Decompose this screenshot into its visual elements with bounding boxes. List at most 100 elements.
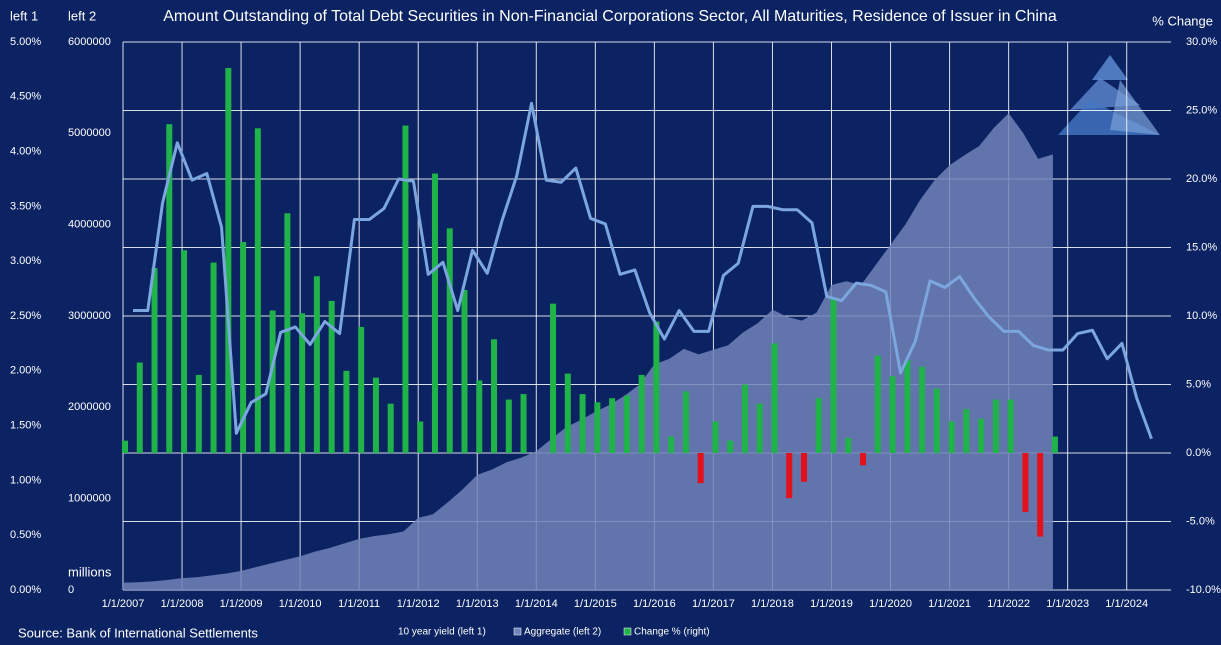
x-tick-label: 1/1/2023 — [1046, 598, 1089, 610]
bar — [446, 228, 453, 453]
y3-tick-label: 30.0% — [1186, 36, 1217, 48]
bar — [668, 436, 675, 453]
bar — [225, 68, 232, 453]
bar — [402, 125, 409, 453]
y2-tick-label: 0 — [68, 584, 74, 596]
bar — [978, 418, 985, 453]
bar — [210, 262, 217, 453]
bar — [638, 374, 645, 453]
bar — [564, 373, 571, 453]
bar — [830, 298, 837, 453]
bar — [151, 268, 158, 453]
x-tick-label: 1/1/2010 — [279, 598, 322, 610]
y3-tick-label: 10.0% — [1186, 310, 1217, 322]
x-tick-label: 1/1/2024 — [1105, 598, 1148, 610]
legend-swatch — [513, 627, 522, 636]
bar — [712, 421, 719, 453]
y-tick-label: 2.00% — [10, 365, 41, 377]
bar — [741, 384, 748, 453]
bar — [491, 339, 498, 453]
y-tick-label: 0.50% — [10, 529, 41, 541]
bar — [948, 421, 955, 453]
bar — [904, 359, 911, 453]
bar — [845, 437, 852, 453]
bar — [963, 409, 970, 453]
bar — [682, 391, 689, 453]
bar — [594, 402, 601, 453]
bar — [786, 453, 793, 499]
x-tick-label: 1/1/2016 — [633, 598, 676, 610]
y-tick-label: 1.00% — [10, 474, 41, 486]
y-tick-label: 4.50% — [10, 91, 41, 103]
y3-tick-label: 0.0% — [1186, 447, 1211, 459]
x-tick-label: 1/1/2015 — [574, 598, 617, 610]
y-tick-label: 2.50% — [10, 310, 41, 322]
bar — [269, 310, 276, 453]
y-tick-label: 0.00% — [10, 584, 41, 596]
y-tick-label: 3.50% — [10, 200, 41, 212]
y3-tick-label: 20.0% — [1186, 173, 1217, 185]
bar — [313, 276, 320, 453]
x-tick-label: 1/1/2008 — [161, 598, 204, 610]
bar — [122, 440, 128, 453]
y3-tick-label: -5.0% — [1186, 515, 1215, 527]
bar — [195, 374, 202, 453]
y-tick-label: 1.50% — [10, 420, 41, 432]
bar — [284, 213, 291, 453]
bar — [1022, 453, 1029, 512]
x-tick-label: 1/1/2014 — [515, 598, 558, 610]
y2-tick-label: 3000000 — [68, 310, 111, 322]
legend-swatch — [623, 627, 632, 636]
bar — [623, 395, 630, 453]
x-tick-label: 1/1/2017 — [692, 598, 735, 610]
bar — [609, 398, 616, 453]
x-tick-label: 1/1/2021 — [928, 598, 971, 610]
line — [133, 101, 1153, 440]
bar — [889, 376, 896, 453]
bar — [579, 394, 586, 453]
x-tick-label: 1/1/2013 — [456, 598, 499, 610]
y2-tick-label: 2000000 — [68, 401, 111, 413]
bar — [860, 453, 867, 466]
x-tick-label: 1/1/2011 — [338, 598, 380, 610]
legend-label: Change % (right) — [634, 627, 710, 638]
bar — [358, 326, 365, 453]
bar — [727, 440, 734, 453]
legend-label: Aggregate (left 2) — [524, 627, 601, 638]
bar — [343, 370, 350, 453]
x-tick-label: 1/1/2022 — [987, 598, 1030, 610]
bar — [476, 380, 483, 453]
bar — [874, 355, 881, 453]
chart-title: Amount Outstanding of Total Debt Securit… — [163, 8, 1057, 25]
y3-tick-label: -10.0% — [1186, 584, 1221, 596]
bar — [136, 362, 143, 453]
y2-tick-label: 4000000 — [68, 219, 111, 231]
y-tick-label: 5.00% — [10, 36, 41, 48]
bar — [254, 128, 261, 453]
bar — [387, 403, 394, 453]
bar — [1007, 399, 1014, 453]
y2-unit: millions — [68, 564, 112, 579]
bar — [417, 421, 424, 453]
bar — [771, 343, 778, 453]
bar — [1037, 453, 1044, 537]
logo — [1058, 55, 1160, 135]
bar — [299, 313, 306, 453]
x-tick-label: 1/1/2007 — [102, 598, 145, 610]
y3-axis-title: % Change — [1152, 13, 1213, 28]
source: Source: Bank of International Settlement… — [18, 625, 258, 640]
bar — [328, 300, 335, 453]
bar — [461, 289, 468, 453]
y3-tick-label: 15.0% — [1186, 241, 1217, 253]
bar — [653, 321, 660, 453]
bar — [431, 173, 438, 453]
y-axis-title: left 1 — [10, 8, 38, 23]
x-tick-label: 1/1/2018 — [751, 598, 794, 610]
bar — [550, 303, 557, 453]
bar — [697, 453, 704, 484]
y3-tick-label: 5.0% — [1186, 378, 1211, 390]
bar — [166, 124, 173, 453]
bar — [756, 403, 763, 453]
bar — [520, 394, 527, 453]
